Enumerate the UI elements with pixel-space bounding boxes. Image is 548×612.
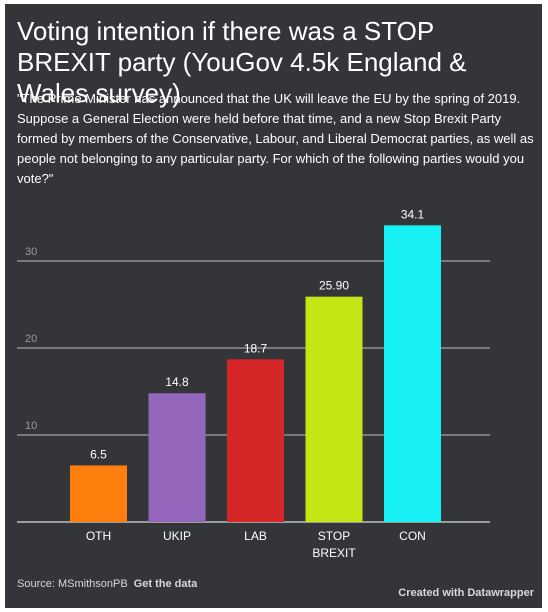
get-the-data-link[interactable]: Get the data xyxy=(133,578,198,590)
value-label-stop-brexit: 25.90 xyxy=(319,279,349,293)
x-axis-labels: OTH UKIP LAB STOP BREXIT CON xyxy=(86,529,426,560)
value-label-oth: 6.5 xyxy=(90,447,107,461)
x-tick-label-lab: LAB xyxy=(244,529,267,543)
value-label-lab: 18.7 xyxy=(244,341,268,355)
value-labels: 6.5 14.8 18.7 25.90 34.1 xyxy=(90,207,424,461)
chart-card: Voting intention if there was a STOP BRE… xyxy=(5,4,542,608)
bar-ukip xyxy=(148,393,206,522)
x-tick-label-con: CON xyxy=(399,529,426,543)
x-tick-label-stop-brexit: STOP BREXIT xyxy=(312,529,356,560)
y-tick-label-30: 30 xyxy=(25,246,37,258)
value-label-con: 34.1 xyxy=(401,207,425,221)
x-tick-label-ukip: UKIP xyxy=(163,529,191,543)
y-tick-label-20: 20 xyxy=(25,333,37,345)
value-label-ukip: 14.8 xyxy=(165,375,189,389)
source-note: Source: MSmithsonPB Get the data xyxy=(17,578,197,590)
bar-chart: 10 20 30 6.5 14.8 18.7 25.90 34.1 OTH UKIP LAB ST… xyxy=(17,207,490,560)
source-text: Source: MSmithsonPB xyxy=(17,578,128,590)
y-tick-label-10: 10 xyxy=(25,420,37,432)
chart-title: Voting intention if there was a STOP BRE… xyxy=(17,16,467,108)
bar-oth xyxy=(70,465,127,522)
bar-stop-brexit xyxy=(305,296,363,522)
bars xyxy=(70,225,441,522)
bar-con xyxy=(384,225,441,522)
bar-lab xyxy=(227,359,284,522)
x-tick-label-oth: OTH xyxy=(86,529,111,543)
datawrapper-credit[interactable]: Created with Datawrapper xyxy=(398,587,534,599)
chart-subtitle: "The Prime Minister has announced that t… xyxy=(17,91,534,186)
